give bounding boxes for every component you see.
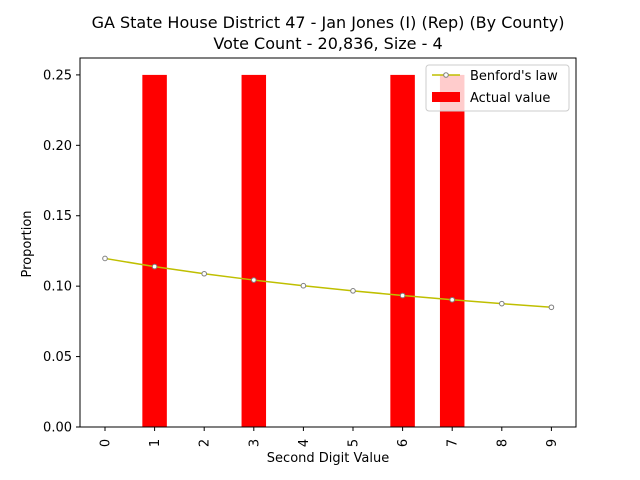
benford-point-4 (300, 282, 307, 289)
benford-line (104, 257, 552, 309)
axes-frame (79, 57, 577, 428)
chart-title: GA State House District 47 - Jan Jones (… (92, 13, 565, 32)
y-tick-label: 0.00 (43, 421, 72, 436)
x-tick-label: 4 (297, 439, 312, 447)
legend-box (425, 64, 570, 112)
x-tick-label: 8 (495, 439, 510, 447)
y-tick-label: 0.20 (43, 139, 72, 154)
legend: Benford's law Actual value (425, 64, 570, 112)
benford-point-3 (251, 277, 257, 283)
x-tick-label: 7 (446, 439, 461, 447)
benford-point-2 (201, 270, 207, 277)
benford-point-0 (102, 255, 108, 262)
x-tick-label: 9 (545, 439, 560, 447)
benford-point-7 (449, 296, 456, 303)
x-axis-label: Second Digit Value (267, 451, 389, 466)
benford-point-1 (151, 263, 158, 270)
bar-digit-6 (390, 74, 415, 428)
x-tick-label: 5 (347, 439, 362, 447)
bar-digit-1 (142, 74, 167, 428)
y-tick-label: 0.10 (43, 280, 72, 295)
benford-point-5 (350, 288, 356, 294)
x-tick-label: 2 (198, 439, 213, 447)
y-tick-label: 0.25 (43, 68, 72, 83)
x-tick-label: 3 (247, 439, 262, 447)
legend-label-benford: Benford's law (470, 69, 558, 84)
benford-point-6 (399, 292, 406, 299)
x-tick-label: 0 (99, 439, 114, 447)
legend-label-actual: Actual value (470, 91, 550, 106)
benford-point-8 (499, 300, 505, 307)
legend-bar-swatch (432, 92, 460, 102)
bar-digit-3 (241, 74, 267, 428)
y-tick-label: 0.05 (43, 350, 72, 365)
legend-marker-swatch (443, 72, 449, 78)
x-tick-label: 1 (148, 439, 163, 447)
chart-subtitle: Vote Count - 20,836, Size - 4 (213, 34, 442, 53)
bar-digit-7 (439, 74, 465, 428)
y-tick-label: 0.15 (43, 209, 72, 224)
y-axis-label: Proportion (20, 210, 35, 277)
x-tick-label: 6 (396, 439, 411, 447)
benford-point-9 (548, 304, 555, 311)
plot-area: 0.00 0.05 0.10 0.15 0.20 0.25 0 1 2 3 4 5 6 7 8 9 (43, 57, 577, 447)
